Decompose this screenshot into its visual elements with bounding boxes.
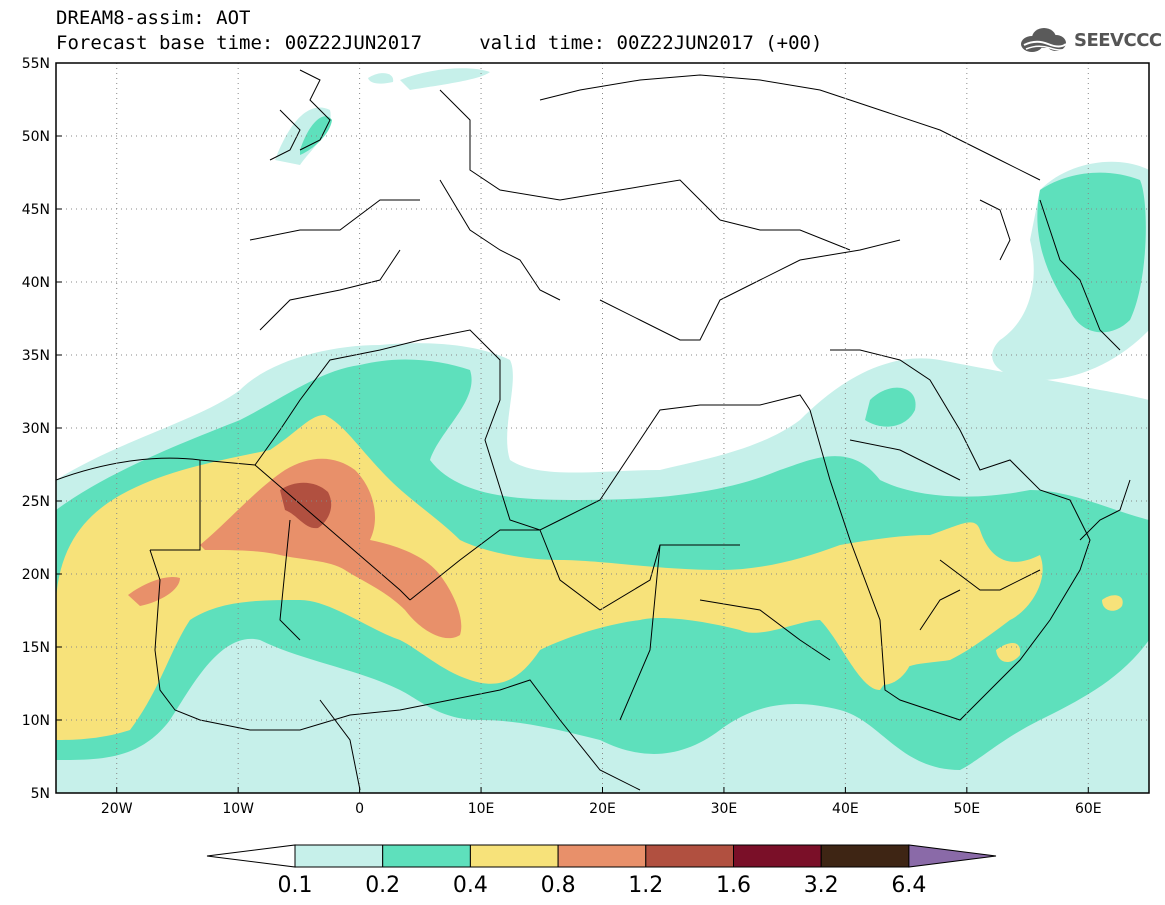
lon-label: 0	[355, 801, 364, 817]
lon-label: 60E	[1075, 801, 1102, 817]
aot-band-1.2-1.6	[280, 482, 332, 529]
forecast-time-line: Forecast base time: 00Z22JUN2017 valid t…	[56, 32, 823, 54]
lat-label: 30N	[22, 421, 50, 437]
colorbar-label: 0.4	[453, 873, 488, 898]
colorbar-cell	[294, 844, 384, 868]
colorbar-cells	[206, 844, 997, 868]
lon-label: 10E	[468, 801, 495, 817]
colorbar-upper-arrow	[908, 844, 997, 868]
colorbar-label: 0.8	[541, 873, 576, 898]
colorbar-cell	[469, 844, 559, 868]
latitude-labels: 5N 10N 15N 20N 25N 30N 35N 40N 45N 50N 55N	[22, 56, 50, 802]
lon-label: 10W	[222, 801, 254, 817]
aot-band-0.8-1.2	[128, 458, 462, 639]
lat-label: 45N	[22, 202, 50, 218]
lon-label: 30E	[711, 801, 738, 817]
lat-label: 15N	[22, 640, 50, 656]
colorbar-label: 6.4	[891, 873, 926, 898]
lat-label: 50N	[22, 129, 50, 145]
longitude-labels: 20W 10W 0 10E 20E 30E 40E 50E 60E	[101, 801, 1102, 817]
colorbar-cell	[820, 844, 910, 868]
lat-label: 35N	[22, 348, 50, 364]
colorbar-cell	[382, 844, 471, 868]
lat-label: 25N	[22, 494, 50, 510]
lat-label: 5N	[31, 786, 50, 802]
lat-label: 40N	[22, 275, 50, 291]
colorbar-cell	[557, 844, 647, 868]
gridlines	[56, 63, 1149, 793]
map-title: DREAM8-assim: AOT	[56, 7, 251, 29]
lon-label: 40E	[832, 801, 859, 817]
aot-field	[56, 63, 1149, 793]
colorbar-label: 3.2	[804, 873, 839, 898]
colorbar-label: 0.2	[365, 873, 400, 898]
colorbar-label: 1.6	[716, 873, 751, 898]
lat-label: 20N	[22, 567, 50, 583]
lat-label: 10N	[22, 713, 50, 729]
lon-label: 20W	[101, 801, 133, 817]
colorbar-labels: 0.1 0.2 0.4 0.8 1.2 1.6 3.2 6.4	[278, 873, 927, 898]
colorbar-cell	[733, 844, 822, 868]
axis-ticks	[56, 62, 1089, 794]
colorbar-label: 0.1	[278, 873, 313, 898]
seevccc-logo: SEEVCCC	[1018, 26, 1162, 54]
lon-label: 50E	[953, 801, 980, 817]
logo-text: SEEVCCC	[1074, 29, 1162, 51]
lon-label: 20E	[589, 801, 616, 817]
coastlines-and-borders	[56, 69, 1131, 791]
colorbar-label: 1.2	[628, 873, 663, 898]
colorbar-cell	[645, 844, 734, 868]
colorbar-lower-arrow	[206, 844, 296, 868]
cloud-icon	[1021, 28, 1067, 52]
lat-label: 55N	[22, 56, 50, 72]
